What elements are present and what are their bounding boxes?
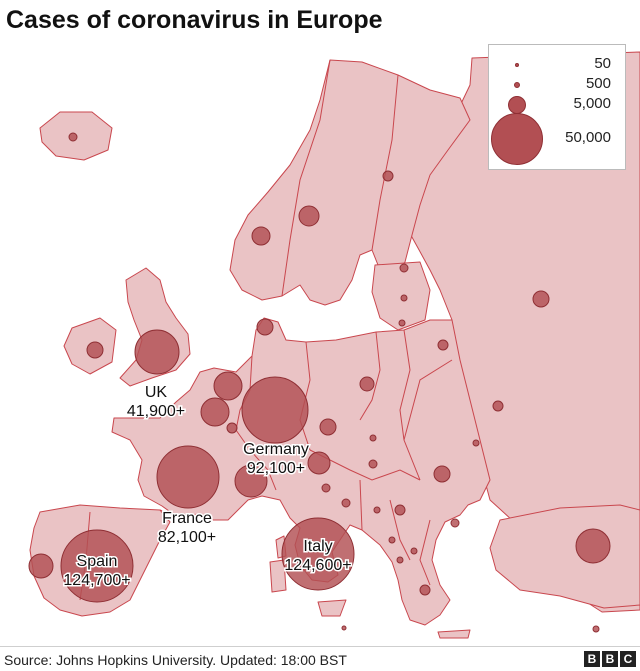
label-spain-name: Spain — [77, 553, 118, 570]
bubble-moldova — [472, 439, 480, 447]
bubble-ukraine — [492, 400, 504, 412]
bubble-portugal — [28, 553, 54, 579]
label-france-count: 82,100+ — [158, 529, 216, 546]
bubble-italy — [281, 517, 355, 591]
legend-item-50: 50 — [489, 55, 625, 75]
bubble-hungary — [368, 459, 378, 469]
sardinia-land — [269, 559, 287, 593]
bubble-turkey — [575, 528, 611, 564]
bubble-spain — [60, 529, 134, 603]
label-france-name: France — [162, 510, 212, 527]
bubble-bosnia — [373, 506, 381, 514]
country-labels: UK 41,900+ Germany 92,100+ France 82,100+ Spai… — [62, 383, 353, 591]
label-uk-name: UK — [145, 384, 168, 401]
bubble-greece — [419, 584, 431, 596]
source-note: Source: Johns Hopkins University. Update… — [4, 652, 347, 668]
bubble-denmark — [256, 318, 274, 336]
bbc-logo-letter: C — [620, 651, 636, 667]
baltics-land — [371, 261, 431, 331]
europe-map: UK 41,900+ Germany 92,100+ France 82,100+ Spai… — [28, 51, 640, 639]
legend-item-5000: 5,000 — [489, 95, 625, 115]
crete-land — [437, 629, 471, 639]
legend-dot-5000 — [508, 96, 526, 114]
legend-dot-500 — [514, 82, 520, 88]
bubble-russia — [532, 290, 550, 308]
bubble-iceland — [68, 132, 78, 142]
bubble-slovenia — [321, 483, 331, 493]
label-spain-count: 124,700+ — [63, 572, 130, 589]
bbc-logo-letter: B — [602, 651, 618, 667]
label-italy-name: Italy — [303, 538, 332, 555]
legend: 50 500 5,000 50,000 — [488, 44, 626, 170]
label-germany-name: Germany — [243, 441, 309, 458]
bubble-austria — [307, 451, 331, 475]
bubble-ireland — [86, 341, 104, 359]
bbc-logo-letter: B — [584, 651, 600, 667]
label-germany-count: 92,100+ — [247, 460, 305, 477]
legend-label: 50 — [594, 55, 611, 72]
bubble-switzerland — [234, 464, 268, 498]
legend-label: 50,000 — [565, 129, 611, 146]
map-title: Cases of coronavirus in Europe — [6, 6, 383, 34]
legend-label: 500 — [585, 75, 611, 92]
bubble-luxembourg — [226, 422, 238, 434]
turkey-land — [489, 504, 640, 609]
bubble-netherlands — [213, 371, 243, 401]
case-bubbles — [28, 132, 611, 633]
bubble-cyprus — [592, 625, 600, 633]
bubble-albania — [396, 556, 404, 564]
bubble-czechia — [319, 418, 337, 436]
bubble-northmacedonia — [410, 547, 418, 555]
bubble-poland — [359, 376, 375, 392]
bbc-logo: B B C — [584, 651, 636, 667]
legend-dot-50000 — [491, 113, 543, 165]
bubble-uk — [134, 329, 180, 375]
bubble-belarus — [437, 339, 449, 351]
bubble-sweden — [298, 205, 320, 227]
sicily-land — [317, 599, 347, 617]
bubble-serbia — [394, 504, 406, 516]
continent-land — [111, 317, 491, 626]
bubble-lithuania — [398, 319, 406, 327]
bubble-germany — [241, 376, 309, 444]
scandinavia-land — [229, 59, 471, 306]
bubble-slovakia — [369, 434, 377, 442]
legend-item-500: 500 — [489, 75, 625, 95]
legend-label: 5,000 — [573, 95, 611, 112]
bubble-malta — [341, 625, 347, 631]
bubble-latvia — [400, 294, 408, 302]
legend-dot-50 — [515, 63, 519, 67]
bubble-estonia — [399, 263, 409, 273]
bubble-romania — [433, 465, 451, 483]
label-italy-count: 124,600+ — [284, 557, 351, 574]
bubble-croatia — [341, 498, 351, 508]
bubble-montenegro — [388, 536, 396, 544]
bubble-bulgaria — [450, 518, 460, 528]
label-uk-count: 41,900+ — [127, 403, 185, 420]
bubble-france — [156, 445, 220, 509]
bubble-finland — [382, 170, 394, 182]
footer: Source: Johns Hopkins University. Update… — [0, 646, 640, 671]
bubble-belgium — [200, 397, 230, 427]
bubble-norway — [251, 226, 271, 246]
legend-item-50000: 50,000 — [489, 113, 625, 165]
